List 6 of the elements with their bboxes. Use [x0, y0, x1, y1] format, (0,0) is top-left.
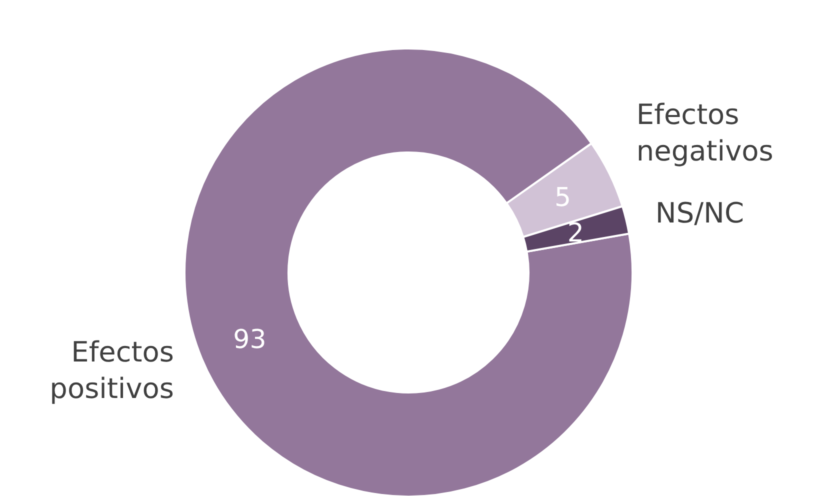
slice-label: Efectos negativos — [636, 98, 774, 168]
data-label: 5 — [554, 183, 572, 214]
slice-label: Efectos positivos — [50, 335, 174, 405]
data-label: 93 — [233, 325, 266, 356]
slice-label: NS/NC — [655, 196, 744, 230]
data-label: 2 — [567, 218, 584, 249]
